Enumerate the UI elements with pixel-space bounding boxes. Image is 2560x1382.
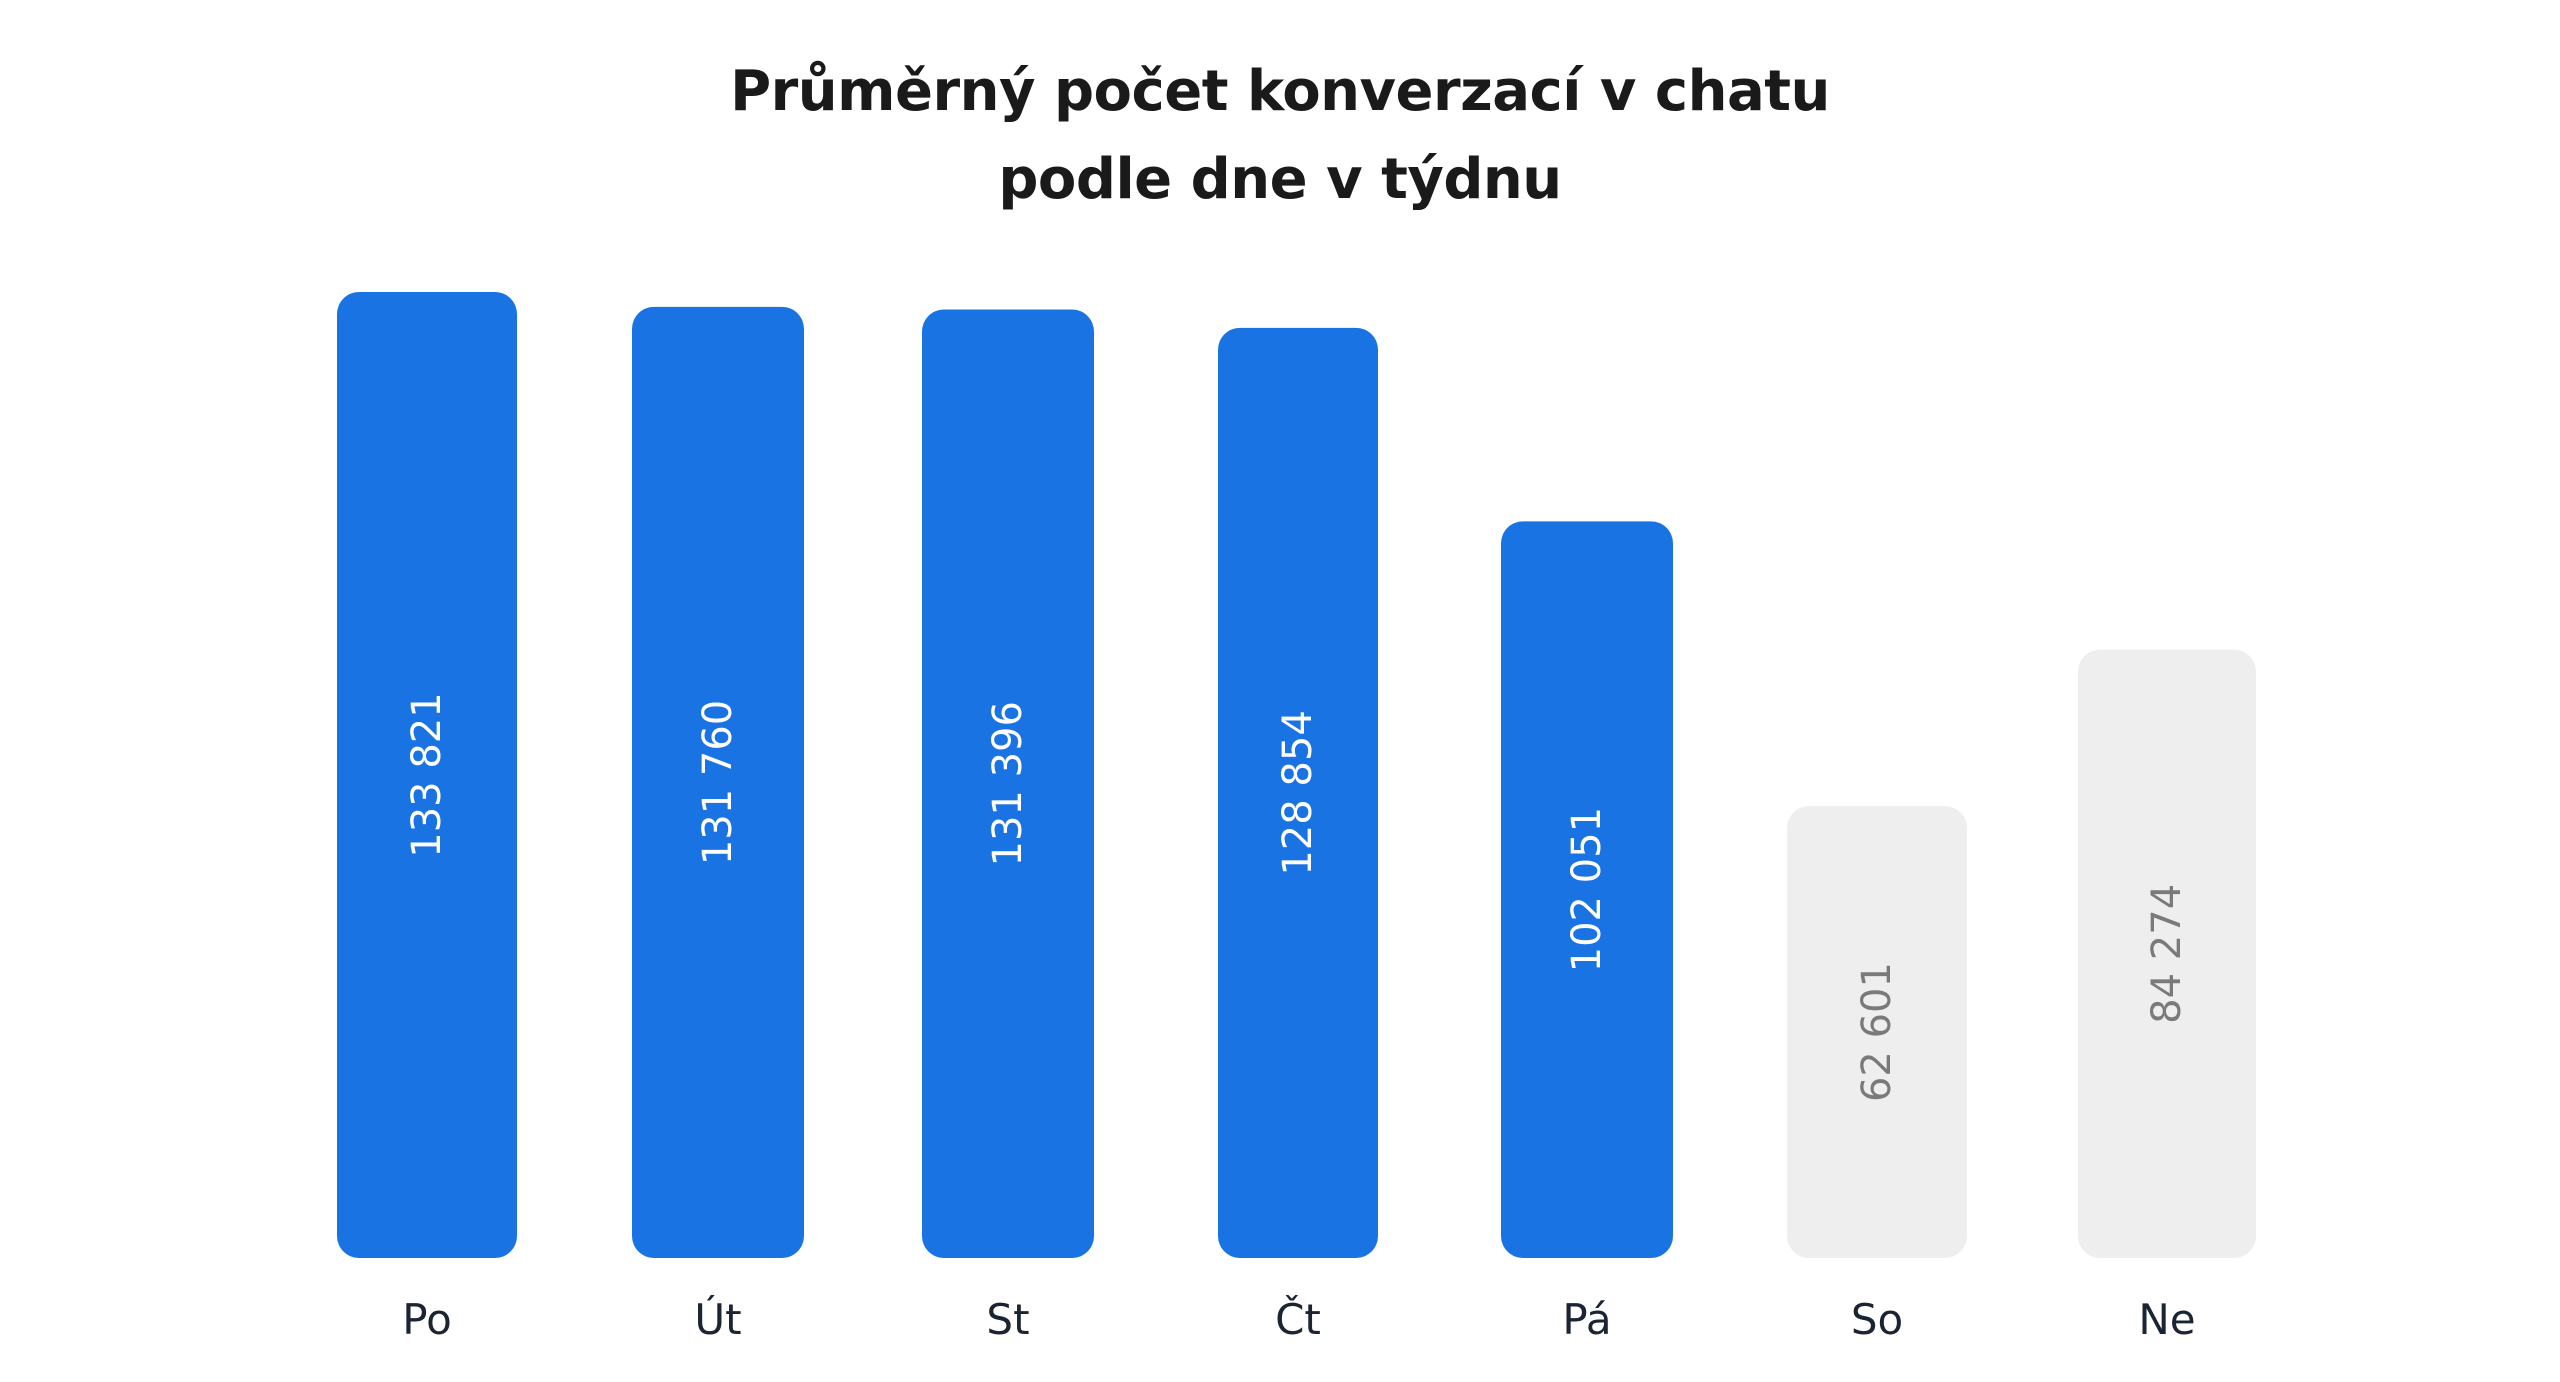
bar-value-label-0: 133 821 bbox=[404, 692, 450, 857]
category-label-1: Út bbox=[694, 1294, 741, 1344]
category-label-0: Po bbox=[402, 1295, 452, 1344]
category-label-6: Ne bbox=[2138, 1295, 2195, 1344]
chart-title-line-2: podle dne v týdnu bbox=[998, 147, 1562, 212]
bar-value-label-2: 131 396 bbox=[985, 701, 1031, 866]
chart-title: Průměrný počet konverzací v chatu podle … bbox=[0, 48, 2560, 224]
bar-value-label-6: 84 274 bbox=[2144, 884, 2190, 1024]
bar-0 bbox=[337, 292, 517, 1258]
bar-5 bbox=[1787, 806, 1967, 1258]
bar-value-label-1: 131 760 bbox=[695, 700, 741, 865]
bar-3 bbox=[1218, 327, 1378, 1259]
bar-value-label-5: 62 601 bbox=[1854, 962, 1900, 1102]
bar-6 bbox=[2078, 649, 2256, 1258]
category-label-2: St bbox=[986, 1295, 1029, 1344]
category-label-4: Pá bbox=[1562, 1295, 1611, 1344]
bar-1 bbox=[632, 306, 804, 1258]
bar-4 bbox=[1501, 521, 1673, 1258]
chart-title-line-1: Průměrný počet konverzací v chatu bbox=[730, 59, 1830, 124]
category-label-3: Čt bbox=[1275, 1294, 1321, 1344]
bar-2 bbox=[922, 309, 1094, 1258]
bar-value-label-3: 128 854 bbox=[1275, 710, 1321, 875]
bar-value-label-4: 102 051 bbox=[1564, 807, 1610, 972]
category-label-5: So bbox=[1851, 1295, 1903, 1344]
